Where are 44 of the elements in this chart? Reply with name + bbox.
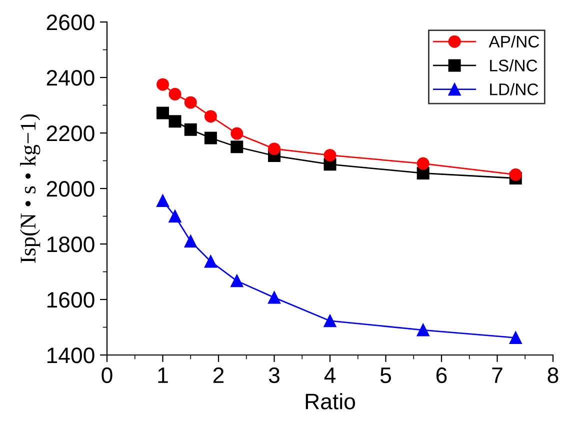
point [416, 157, 430, 170]
x-tick-label: 2 [213, 367, 224, 383]
y-tick-label: 2200 [46, 126, 94, 142]
point [204, 132, 217, 144]
point [416, 324, 430, 336]
y-tick-label: 2600 [46, 14, 94, 30]
point [184, 234, 197, 248]
point [230, 140, 244, 154]
point [268, 142, 280, 156]
y-tick-label: 2000 [46, 181, 94, 197]
point [184, 96, 197, 109]
point [230, 127, 244, 140]
point [168, 115, 182, 128]
x-tick-label: 4 [324, 368, 336, 383]
point [509, 168, 522, 181]
y-axis-title: Isp(N • s • kg−1) [20, 114, 40, 263]
x-tick-label: 5 [380, 368, 391, 384]
point [324, 314, 336, 328]
legend-label: AP/NC [488, 35, 540, 48]
point [168, 88, 182, 100]
point [204, 110, 217, 123]
point [268, 291, 280, 304]
x-axis-title: Ratio [306, 393, 356, 410]
x-tick-label: 3 [268, 367, 280, 384]
point [156, 78, 169, 91]
point [509, 332, 522, 344]
legend-label: LD/NC [490, 83, 538, 96]
point [204, 255, 217, 268]
point [184, 123, 197, 136]
point [230, 274, 244, 288]
point [168, 210, 182, 222]
y-tick-label: 1800 [47, 236, 94, 252]
x-tick-label: 8 [548, 367, 558, 384]
legend-label: LS/NC [490, 59, 538, 72]
y-tick-label: 1600 [47, 292, 94, 308]
y-tick-label: 1400 [47, 348, 94, 364]
x-tick-label: 1 [158, 368, 168, 383]
x-tick-label: 7 [492, 368, 502, 383]
point [156, 106, 169, 120]
y-tick-label: 2400 [46, 70, 94, 86]
x-tick-label: 0 [102, 367, 112, 384]
x-tick-label: 6 [436, 367, 447, 384]
point [156, 194, 169, 207]
point [324, 148, 336, 162]
